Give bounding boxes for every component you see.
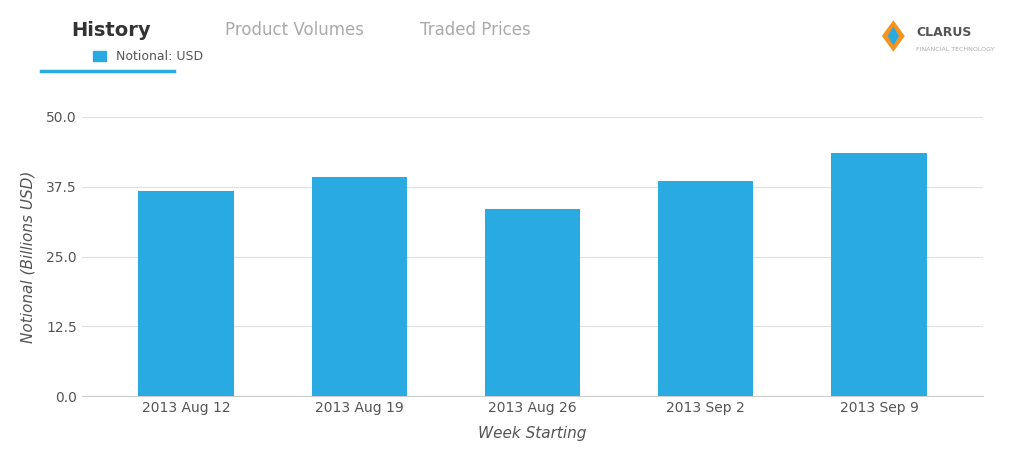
Bar <box>484 209 581 396</box>
Y-axis label: Notional (Billions USD): Notional (Billions USD) <box>20 170 35 343</box>
Legend: Notional: USD: Notional: USD <box>88 45 208 68</box>
Text: History: History <box>72 21 152 40</box>
Text: CLARUS: CLARUS <box>916 27 972 39</box>
Text: FINANCIAL TECHNOLOGY: FINANCIAL TECHNOLOGY <box>916 47 995 52</box>
Text: Traded Prices: Traded Prices <box>420 21 530 40</box>
Bar <box>311 177 407 396</box>
Bar <box>831 153 927 396</box>
Text: Product Volumes: Product Volumes <box>225 21 365 40</box>
Polygon shape <box>882 20 905 52</box>
Bar <box>138 191 233 396</box>
X-axis label: Week Starting: Week Starting <box>478 426 587 441</box>
Polygon shape <box>888 27 899 45</box>
Bar <box>658 181 754 396</box>
